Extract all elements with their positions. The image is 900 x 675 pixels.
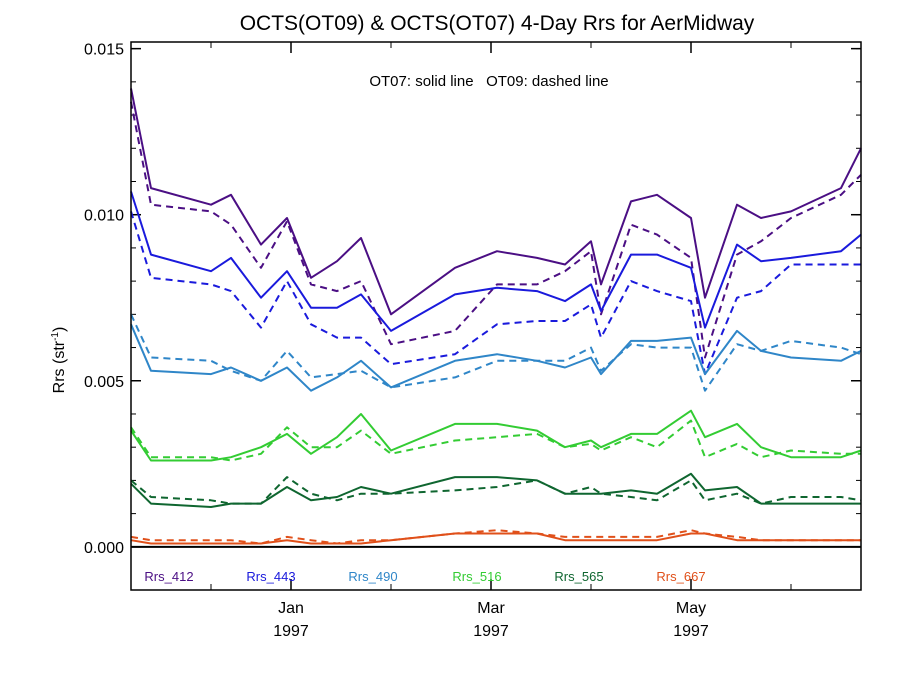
rrs-667-dashed-line	[130, 529, 861, 545]
series-layer	[130, 88, 862, 545]
x-tick-year-2: 1997	[673, 623, 709, 640]
x-tick-month-2: May	[676, 600, 706, 617]
line-style-annotation: OT07: solid line OT09: dashed line	[369, 73, 608, 90]
rrs-516-dashed-line	[130, 419, 861, 462]
y-tick-label-2: 0.010	[84, 208, 124, 225]
y-tick-label-1: 0.005	[84, 374, 124, 391]
y-axis-label-main: Rrs (str	[51, 340, 68, 393]
axes-layer: 0.000 0.005 0.010 0.015 Jan 1997 Mar 1997 May 199…	[84, 42, 861, 640]
x-tick-month-1: Mar	[477, 600, 505, 617]
rrs-443-solid-line	[130, 191, 862, 332]
rrs-412-dashed-line	[130, 101, 862, 359]
rrs-667-solid-line	[130, 532, 861, 545]
legend-rrs-490: Rrs_490	[348, 569, 397, 584]
y-tick-label-0: 0.000	[84, 540, 124, 557]
x-tick-month-0: Jan	[278, 600, 304, 617]
plot-frame	[130, 41, 862, 591]
y-axis-label-sup: -1	[50, 332, 61, 341]
y-axis-label: Rrs (str-1)	[50, 327, 68, 394]
legend: Rrs_412 Rrs_443 Rrs_490 Rrs_516 Rrs_565 Rrs_6…	[144, 569, 705, 584]
y-axis-label-close: )	[51, 327, 68, 332]
rrs-565-dashed-line	[130, 476, 862, 505]
y-tick-label-3: 0.015	[84, 42, 124, 59]
legend-rrs-412: Rrs_412	[144, 569, 193, 584]
legend-rrs-667: Rrs_667	[656, 569, 705, 584]
rrs-490-solid-line	[130, 323, 862, 392]
legend-rrs-565: Rrs_565	[554, 569, 603, 584]
legend-rrs-443: Rrs_443	[246, 569, 295, 584]
rrs-412-solid-line	[130, 88, 862, 316]
x-tick-year-0: 1997	[273, 623, 309, 640]
x-tick-year-1: 1997	[473, 623, 509, 640]
rrs-443-dashed-line	[130, 211, 861, 376]
chart-title: OCTS(OT09) & OCTS(OT07) 4-Day Rrs for Ae…	[240, 12, 755, 35]
rrs-516-solid-line	[130, 409, 862, 462]
legend-rrs-516: Rrs_516	[452, 569, 501, 584]
svg-text:Rrs (str-1): Rrs (str-1)	[50, 327, 68, 394]
rrs-565-solid-line	[130, 472, 861, 508]
